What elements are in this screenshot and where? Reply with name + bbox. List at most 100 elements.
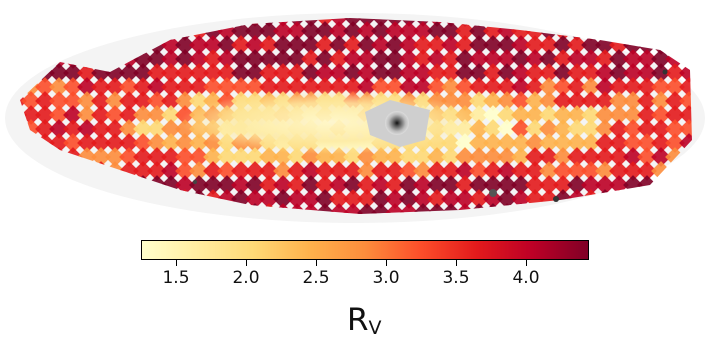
rv-pixel	[217, 77, 237, 97]
rv-pixel	[63, 203, 83, 214]
rv-pixel	[49, 105, 69, 125]
colorbar-tick-label: 3.0	[372, 268, 400, 288]
rv-pixel	[161, 161, 181, 181]
rv-pixel	[399, 21, 419, 41]
rv-pixel	[455, 77, 475, 97]
rv-pixel	[20, 175, 27, 195]
rv-pixel	[259, 77, 279, 97]
rv-pixel	[413, 77, 433, 97]
rv-pixel	[77, 189, 97, 209]
rv-pixel	[301, 161, 321, 181]
rv-pixel	[399, 147, 419, 167]
rv-pixel	[105, 203, 125, 214]
rv-pixel	[91, 119, 111, 139]
rv-pixel	[20, 49, 27, 69]
rv-pixel	[469, 217, 489, 230]
rv-pixel	[651, 21, 671, 41]
rv-pixel	[63, 217, 83, 230]
rv-pixel	[133, 217, 153, 230]
rv-pixel	[105, 91, 125, 111]
rv-pixel	[483, 175, 503, 195]
rv-pixel	[693, 203, 709, 223]
rv-pixel	[455, 175, 475, 195]
rv-pixel	[119, 105, 139, 125]
rv-pixel	[497, 77, 517, 97]
rv-pixel	[623, 203, 643, 214]
rv-pixel	[693, 189, 709, 209]
rv-pixel	[497, 35, 517, 55]
colorbar-tick-mark	[386, 260, 387, 266]
rv-pixel	[371, 21, 391, 41]
rv-pixel	[175, 63, 195, 83]
rv-pixel	[329, 18, 349, 27]
rv-pixel	[49, 91, 69, 111]
rv-pixel	[343, 63, 363, 83]
rv-pixel	[455, 147, 475, 167]
rv-pixel	[175, 161, 195, 181]
rv-pixel	[469, 133, 489, 153]
rv-pixel	[7, 217, 27, 230]
rv-pixel	[525, 18, 545, 27]
rv-pixel	[665, 175, 685, 195]
rv-pixel	[623, 18, 643, 27]
rv-pixel	[77, 133, 97, 153]
rv-pixel	[371, 203, 391, 214]
foreground-star	[553, 196, 559, 202]
rv-pixel	[21, 189, 41, 209]
rv-pixel	[49, 189, 69, 209]
rv-pixel	[665, 189, 685, 209]
rv-pixel	[161, 63, 181, 83]
rv-pixel	[133, 119, 153, 139]
rv-pixel	[287, 161, 307, 181]
rv-pixel	[455, 35, 475, 55]
rv-pixel	[315, 189, 335, 209]
rv-pixel	[119, 91, 139, 111]
rv-pixel	[357, 189, 377, 209]
rv-pixel	[49, 217, 69, 230]
rv-pixel	[231, 63, 251, 83]
rv-pixel	[385, 175, 405, 195]
rv-pixel	[413, 18, 433, 27]
rv-pixel	[343, 35, 363, 55]
rv-pixel	[581, 21, 601, 41]
rv-pixel	[91, 77, 111, 97]
rv-pixel	[175, 18, 195, 27]
colorbar-tick-label: 3.5	[442, 268, 470, 288]
rv-pixel	[161, 119, 181, 139]
rv-pixel	[693, 7, 709, 27]
rv-pixel	[665, 203, 685, 214]
galaxy-rv-map	[5, 7, 709, 230]
rv-pixel	[20, 18, 27, 27]
rv-pixel	[21, 35, 41, 55]
rv-pixel	[329, 35, 349, 55]
rv-pixel	[651, 217, 671, 230]
rv-pixel	[63, 133, 83, 153]
rv-pixel	[315, 63, 335, 83]
rv-pixel	[91, 147, 111, 167]
rv-pixel	[21, 161, 41, 181]
rv-pixel	[595, 217, 615, 230]
rv-pixel	[217, 217, 237, 230]
rv-pixel	[133, 91, 153, 111]
rv-pixel	[525, 217, 545, 230]
rv-pixel	[427, 161, 447, 181]
rv-pixel	[91, 105, 111, 125]
rv-pixel	[49, 63, 69, 83]
rv-pixel	[20, 161, 27, 181]
rv-pixel	[21, 175, 41, 195]
rv-pixel	[385, 63, 405, 83]
rv-pixel	[77, 91, 97, 111]
rv-pixel	[665, 21, 685, 41]
rv-pixel	[301, 49, 321, 69]
rv-pixel	[343, 161, 363, 181]
rv-pixel	[20, 21, 27, 41]
rv-pixel	[609, 217, 629, 230]
rv-pixel	[455, 63, 475, 83]
rv-pixel	[469, 91, 489, 111]
rv-pixel	[217, 161, 237, 181]
rv-pixel	[581, 18, 601, 27]
rv-pixel	[693, 147, 709, 167]
rv-pixel	[119, 119, 139, 139]
rv-pixel	[693, 63, 709, 83]
rv-pixel	[679, 18, 692, 27]
